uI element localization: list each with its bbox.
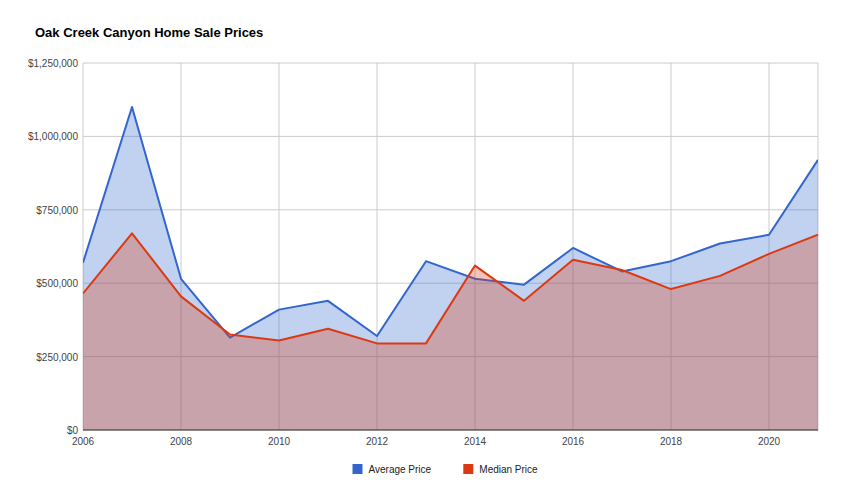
y-grid-line [83, 209, 818, 210]
y-tick-label: $500,000 [36, 278, 78, 289]
legend-swatch [353, 464, 363, 474]
legend-swatch [463, 464, 473, 474]
x-axis-line [83, 430, 818, 431]
area-fill [83, 107, 818, 430]
legend-label: Median Price [479, 464, 538, 475]
series-line [83, 233, 818, 343]
x-tick-label: 2018 [660, 436, 683, 447]
x-tick-label: 2008 [170, 436, 193, 447]
x-tick-label: 2006 [72, 436, 95, 447]
y-tick-label: $1,250,000 [28, 58, 78, 69]
x-tick-label: 2016 [562, 436, 585, 447]
y-tick-label: $0 [67, 425, 79, 436]
x-tick-label: 2020 [758, 436, 781, 447]
grid [83, 63, 818, 430]
y-tick-label: $750,000 [36, 205, 78, 216]
x-tick-label: 2014 [464, 436, 487, 447]
y-grid-line [83, 430, 818, 431]
y-tick-label: $250,000 [36, 352, 78, 363]
plot-area [83, 107, 818, 430]
title: Oak Creek Canyon Home Sale Prices [35, 25, 263, 40]
x-tick-label: 2010 [268, 436, 291, 447]
y-tick-label: $1,000,000 [28, 131, 78, 142]
chart: Oak Creek Canyon Home Sale Prices $0 $250,… [0, 0, 850, 500]
x-tick-label: 2012 [366, 436, 389, 447]
area-fill [83, 233, 818, 430]
y-grid-line [83, 136, 818, 137]
legend: Average Price Median Price [353, 464, 539, 475]
y-grid-line [83, 63, 818, 64]
legend-label: Average Price [369, 464, 432, 475]
